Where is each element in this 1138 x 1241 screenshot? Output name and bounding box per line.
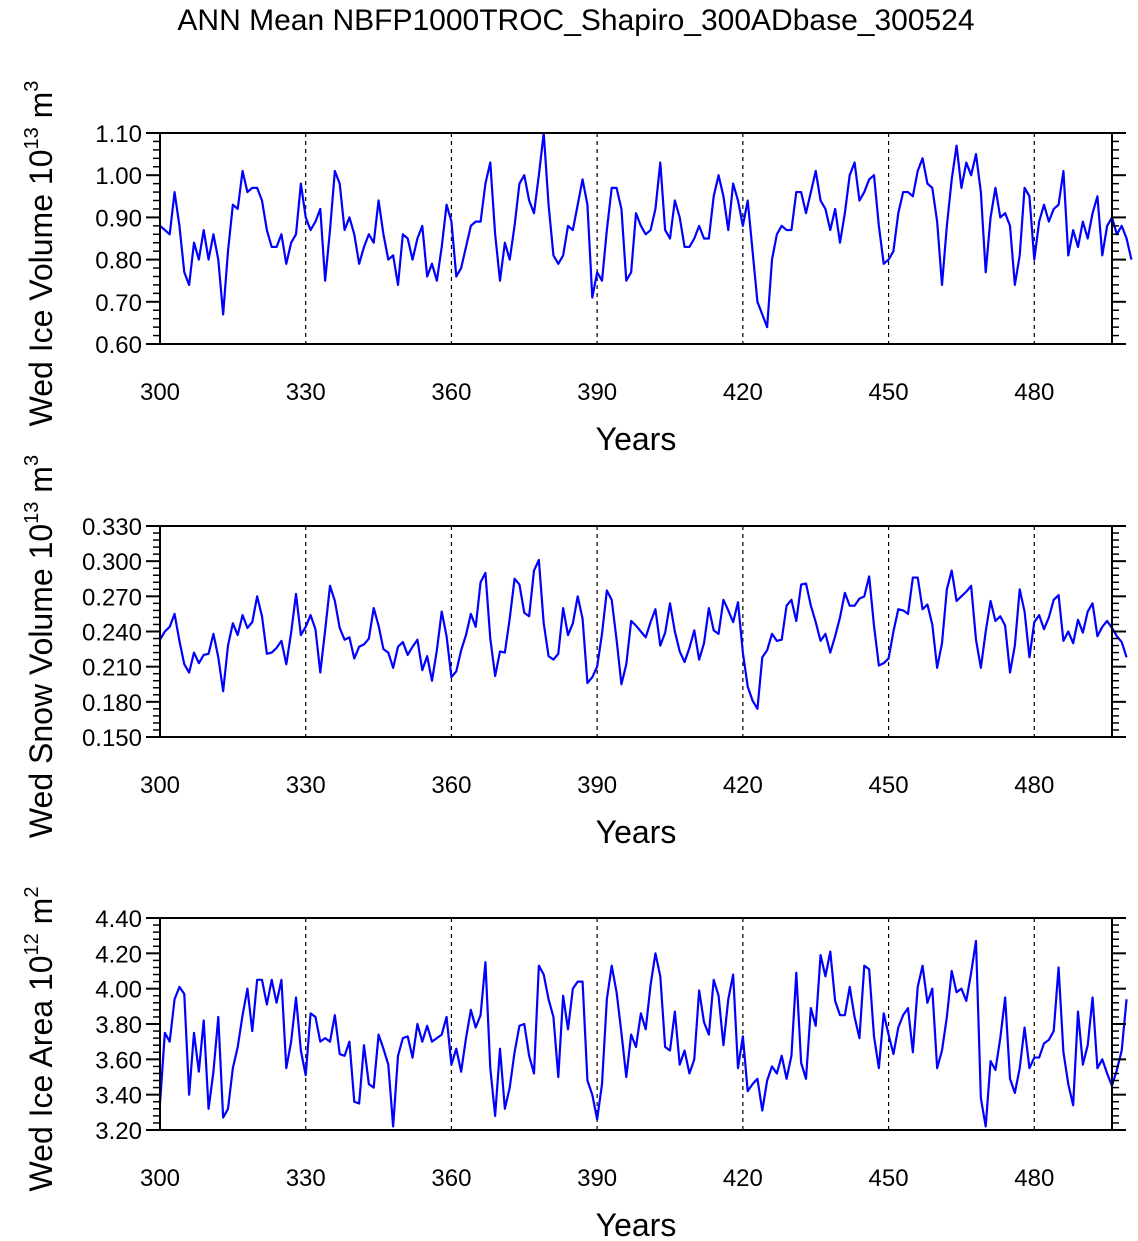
- y-tick-label: 0.70: [95, 290, 142, 317]
- x-tick-label: 420: [723, 772, 763, 799]
- y-tick-label: 4.20: [95, 941, 142, 968]
- x-axis-label: Years: [596, 814, 677, 850]
- y-tick-label: 0.300: [82, 549, 142, 576]
- x-axis-label: Years: [596, 421, 677, 457]
- y-tick-label: 0.180: [82, 690, 142, 717]
- x-tick-label: 420: [723, 1165, 763, 1192]
- panel-3: 3.20 3.40 3.60 3.80 4.00 4.20 4.40 300 330 360 390…: [21, 887, 1128, 1241]
- x-tick-label: 330: [286, 379, 326, 406]
- data-series-line: [159, 558, 1128, 710]
- y-tick-label: 3.80: [95, 1012, 142, 1039]
- x-tick-label: 480: [1014, 1165, 1054, 1192]
- x-tick-label: 390: [577, 379, 617, 406]
- x-tick-label: 300: [140, 1165, 180, 1192]
- panel-1: 0.60 0.70 0.80 0.90 1.00 1.10 300 330 360 390 420 4…: [21, 81, 1133, 457]
- plot-frame: [159, 132, 1113, 345]
- plot-frame: [159, 917, 1113, 1131]
- x-tick-label: 360: [431, 379, 471, 406]
- x-tick-label: 420: [723, 379, 763, 406]
- y-tick-label: 0.150: [82, 725, 142, 752]
- y-tick-label: 0.60: [95, 332, 142, 359]
- y-tick-label: 0.270: [82, 584, 142, 611]
- x-tick-label: 360: [431, 1165, 471, 1192]
- y-tick-label: 4.00: [95, 977, 142, 1004]
- y-tick-label: 0.80: [95, 248, 142, 275]
- y-tick-label: 0.210: [82, 655, 142, 682]
- x-tick-label: 390: [577, 1165, 617, 1192]
- x-tick-label: 480: [1014, 379, 1054, 406]
- x-tick-label: 330: [286, 1165, 326, 1192]
- y-axis-label: Wed Ice Area 1012 m2: [21, 887, 59, 1192]
- data-series-line: [158, 939, 1128, 1128]
- x-tick-label: 450: [869, 772, 909, 799]
- x-axis-label: Years: [596, 1207, 677, 1241]
- y-tick-label: 0.330: [82, 514, 142, 541]
- y-tick-label: 1.00: [95, 163, 142, 190]
- x-tick-label: 360: [431, 772, 471, 799]
- y-tick-label: 3.20: [95, 1118, 142, 1145]
- x-tick-label: 450: [869, 1165, 909, 1192]
- y-tick-label: 3.60: [95, 1047, 142, 1074]
- x-tick-label: 480: [1014, 772, 1054, 799]
- x-tick-label: 300: [140, 772, 180, 799]
- y-tick-label: 3.40: [95, 1083, 142, 1110]
- x-tick-label: 390: [577, 772, 617, 799]
- y-axis-label: Wed Snow Volume 1013 m3: [21, 455, 59, 838]
- y-tick-label: 1.10: [95, 121, 142, 148]
- y-axis-label: Wed Ice Volume 1013 m3: [21, 81, 59, 427]
- x-tick-label: 300: [140, 379, 180, 406]
- chart-title: ANN Mean NBFP1000TROC_Shapiro_300ADbase_…: [177, 4, 974, 37]
- panel-2: 0.150 0.180 0.210 0.240 0.270 0.300 0.330 300 33…: [21, 455, 1128, 850]
- y-tick-label: 4.40: [95, 906, 142, 933]
- x-tick-label: 330: [286, 772, 326, 799]
- y-tick-label: 0.90: [95, 205, 142, 232]
- x-tick-label: 450: [869, 379, 909, 406]
- y-tick-label: 0.240: [82, 620, 142, 647]
